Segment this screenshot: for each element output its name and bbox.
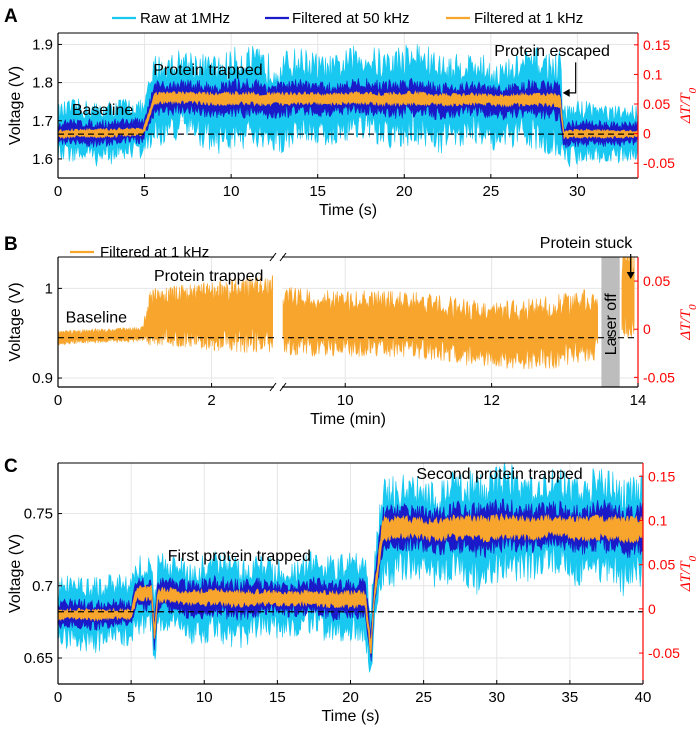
y2-tick-label: 0.15 bbox=[643, 37, 670, 53]
y-tick-label: 0.9 bbox=[32, 370, 53, 387]
annotation-laser-off: Laser off bbox=[603, 293, 620, 356]
y-tick-label: 1.9 bbox=[32, 36, 53, 53]
x-tick-label: 5 bbox=[140, 183, 148, 200]
annotation-text: Protein stuck bbox=[540, 235, 633, 252]
y-tick-label: 1 bbox=[45, 280, 53, 297]
y-tick-label: 1.8 bbox=[32, 75, 53, 92]
series-band bbox=[58, 90, 638, 140]
y-tick-label: 0.75 bbox=[24, 506, 53, 523]
x-axis-label: Time (s) bbox=[319, 202, 377, 219]
y-tick-label: 1.6 bbox=[32, 151, 53, 168]
panel-c: 0 5 10 15 20 25 30 35 40 0.65 0.7 0.75 -0.05 0 0.05 0.1… bbox=[4, 456, 699, 725]
x-tick-label: 25 bbox=[482, 183, 499, 200]
y2-axis-label: ΔT/T0 bbox=[678, 555, 699, 592]
y2-tick-label: 0 bbox=[643, 321, 651, 337]
y2-tick-label: -0.05 bbox=[648, 645, 680, 661]
annotation-text: Baseline bbox=[66, 309, 127, 326]
x-tick-label: 30 bbox=[488, 689, 505, 706]
x-tick-label: 20 bbox=[342, 689, 359, 706]
x-tick-label: 0 bbox=[54, 392, 62, 409]
annotation-text: Protein trapped bbox=[154, 268, 263, 285]
laser-off-region bbox=[601, 257, 620, 387]
legend-label: Raw at 1MHz bbox=[140, 10, 230, 27]
y2-tick-label: 0 bbox=[648, 601, 656, 617]
series-group bbox=[58, 463, 643, 674]
y-tick-label: 1.7 bbox=[32, 113, 53, 130]
y2-tick-label: 0 bbox=[643, 126, 651, 142]
annotation-text: Baseline bbox=[72, 102, 133, 119]
series-band bbox=[282, 287, 598, 370]
x-tick-label: 10 bbox=[223, 183, 240, 200]
x-tick-label: 40 bbox=[635, 689, 652, 706]
x-tick-label: 10 bbox=[337, 392, 354, 409]
x-tick-label: 15 bbox=[269, 689, 286, 706]
y-axis-label: Voltage (V) bbox=[7, 282, 24, 361]
x-tick-label: 14 bbox=[630, 392, 647, 409]
x-tick-label: 30 bbox=[569, 183, 586, 200]
annotation-text: Protein escaped bbox=[494, 43, 610, 60]
series-band bbox=[58, 274, 273, 353]
arrowhead bbox=[562, 88, 570, 97]
annotation-text: Protein trapped bbox=[153, 62, 262, 79]
y-tick-label: 0.7 bbox=[32, 578, 53, 595]
axis-break-mark bbox=[279, 382, 287, 392]
panel-letter: B bbox=[4, 234, 18, 255]
panel-letter: A bbox=[4, 6, 18, 27]
legend-label: Filtered at 50 kHz bbox=[292, 10, 410, 27]
x-tick-label: 12 bbox=[483, 392, 500, 409]
x-tick-label: 15 bbox=[309, 183, 326, 200]
arrow-escaped bbox=[566, 62, 577, 94]
series-group bbox=[58, 44, 638, 167]
y2-tick-label: 0.1 bbox=[648, 512, 668, 528]
y-axis-label: Voltage (V) bbox=[7, 66, 24, 145]
legend-label: Filtered at 1 kHz bbox=[474, 10, 583, 27]
arrowhead bbox=[626, 272, 635, 279]
axis-break-mark bbox=[269, 382, 277, 392]
legend-label: Filtered at 1 kHz bbox=[100, 244, 209, 261]
y2-axis-label: ΔT/T0 bbox=[678, 87, 699, 124]
y-axis-label: Voltage (V) bbox=[7, 534, 24, 613]
y2-tick-label: 0.05 bbox=[648, 557, 675, 573]
axis-break-mark bbox=[269, 252, 277, 262]
x-axis-label: Time (s) bbox=[321, 708, 379, 725]
panel-a: 0 5 10 15 20 25 30 1.6 1.7 1.8 1.9 -0.05 0 0.05 0.1 0.1… bbox=[4, 6, 699, 219]
y-tick-label: 0.65 bbox=[24, 650, 53, 667]
x-tick-label: 2 bbox=[207, 392, 215, 409]
x-tick-label: 20 bbox=[396, 183, 413, 200]
y2-axis-label: ΔT/T0 bbox=[678, 304, 699, 341]
x-tick-label: 35 bbox=[562, 689, 579, 706]
x-tick-label: 0 bbox=[54, 183, 62, 200]
y2-tick-label: 0.15 bbox=[648, 468, 675, 484]
annotation-text: First protein trapped bbox=[168, 548, 311, 565]
series-band bbox=[58, 512, 643, 654]
y2-tick-label: -0.05 bbox=[643, 155, 675, 171]
annotation-text: Second protein trapped bbox=[416, 466, 582, 483]
series-band bbox=[621, 257, 635, 338]
panel-b: 0 2 10 12 14 0.9 1 -0.05 0 0.05 Time (min) Voltage … bbox=[4, 234, 699, 428]
y2-tick-label: 0.1 bbox=[643, 66, 663, 82]
x-tick-label: 0 bbox=[54, 689, 62, 706]
y2-tick-label: 0.05 bbox=[643, 273, 670, 289]
y2-tick-label: -0.05 bbox=[643, 369, 675, 385]
x-tick-label: 5 bbox=[127, 689, 135, 706]
axis-break-mark bbox=[279, 252, 287, 262]
x-tick-label: 25 bbox=[415, 689, 432, 706]
x-axis-label: Time (min) bbox=[310, 411, 386, 428]
axis-break-gap bbox=[274, 252, 282, 392]
x-tick-label: 10 bbox=[196, 689, 213, 706]
series-group bbox=[58, 257, 635, 370]
y2-tick-label: 0.05 bbox=[643, 96, 670, 112]
panel-letter: C bbox=[4, 456, 18, 477]
